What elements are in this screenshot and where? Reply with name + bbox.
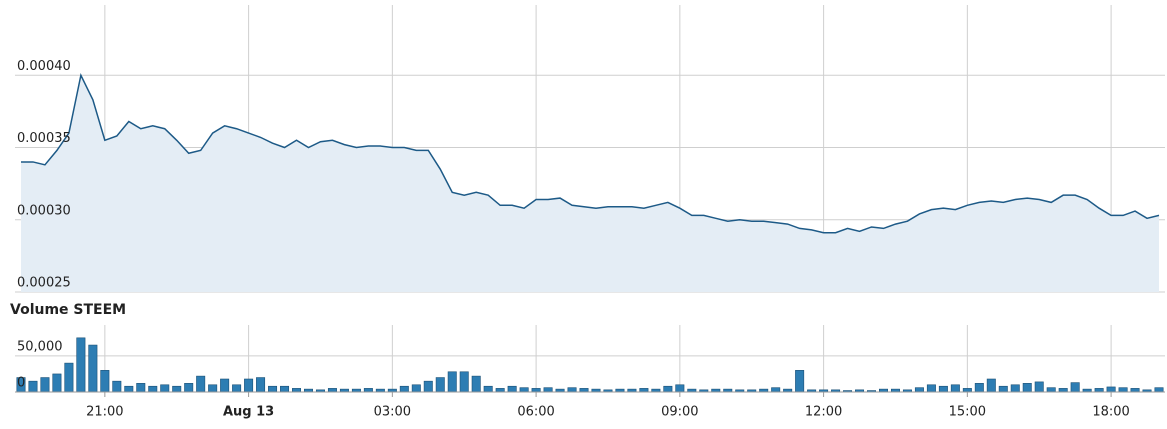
volume-bar	[64, 362, 74, 393]
price-line	[20, 72, 1160, 234]
volume-bar	[495, 388, 505, 393]
volume-bar	[1034, 381, 1044, 393]
volume-bar	[124, 385, 134, 393]
volume-bar	[208, 384, 218, 393]
volume-bar	[196, 375, 206, 393]
volume-bar	[220, 378, 230, 393]
volume-bar	[256, 377, 266, 393]
volume-bar	[1058, 388, 1068, 393]
x-tick-label: 12:00	[805, 405, 842, 420]
x-tick-label: Aug 13	[223, 405, 274, 420]
volume-bar	[1154, 387, 1164, 393]
volume-bar	[675, 384, 685, 393]
x-tick-label: 15:00	[949, 405, 986, 420]
volume-bar	[507, 385, 517, 393]
volume-bar	[459, 371, 469, 393]
x-tick-label: 09:00	[661, 405, 698, 420]
volume-bar	[100, 370, 110, 393]
volume-bar	[148, 385, 158, 393]
volume-bar	[639, 388, 649, 393]
volume-bar	[998, 385, 1008, 393]
volume-bar	[938, 385, 948, 393]
volume-bar	[1118, 387, 1128, 393]
y-tick-label: 0.00035	[17, 131, 71, 146]
volume-bar	[160, 384, 170, 393]
volume-bar	[292, 388, 302, 393]
volume-bar	[244, 378, 254, 393]
volume-bar	[531, 388, 541, 393]
volume-bar	[1094, 388, 1104, 393]
volume-bar	[435, 377, 445, 393]
volume-bar	[411, 384, 421, 393]
volume-bar	[1106, 386, 1116, 393]
volume-bar	[974, 383, 984, 393]
volume-bar	[1022, 383, 1032, 393]
volume-bar	[88, 344, 98, 393]
area-fill	[20, 75, 1160, 292]
volume-bar	[423, 380, 433, 393]
volume-bar	[172, 385, 182, 393]
volume-bar	[363, 388, 373, 393]
volume-bar	[40, 377, 50, 393]
volume-bar	[1130, 388, 1140, 393]
volume-bar	[950, 384, 960, 393]
y-tick-label: 0.00040	[17, 59, 71, 74]
volume-bar	[771, 387, 781, 393]
volume-bar	[52, 373, 62, 393]
volume-bar	[986, 378, 996, 393]
volume-bar	[795, 370, 805, 393]
volume-bar	[926, 384, 936, 393]
volume-bar	[28, 380, 38, 393]
x-tick-label: 06:00	[517, 405, 554, 420]
x-tick-label: 18:00	[1092, 405, 1129, 420]
volume-bar	[112, 380, 122, 393]
volume-bar	[483, 385, 493, 393]
volume-bar	[268, 385, 278, 393]
y-tick-label: 0.00030	[17, 203, 71, 218]
volume-bar	[519, 387, 529, 393]
volume-bar	[579, 388, 589, 393]
volume-bar	[232, 384, 242, 393]
volume-bar	[543, 387, 553, 393]
volume-bar	[184, 383, 194, 393]
x-tick-label: 21:00	[86, 405, 123, 420]
volume-bar	[76, 337, 86, 393]
y-tick-label: 0.00025	[17, 276, 71, 291]
volume-bar	[327, 388, 337, 393]
volume-bar	[280, 385, 290, 393]
volume-bar	[663, 385, 673, 393]
volume-bar	[914, 387, 924, 393]
volume-bar	[471, 375, 481, 393]
volume-bar	[1010, 384, 1020, 393]
volume-title: Volume STEEM	[10, 302, 126, 318]
volume-bar	[962, 388, 972, 393]
volume-bar	[1046, 387, 1056, 393]
volume-bar	[1070, 382, 1080, 393]
volume-bar	[447, 371, 457, 393]
y-tick-label: 50,000	[17, 339, 63, 354]
volume-bar	[399, 385, 409, 393]
volume-bar	[567, 387, 577, 393]
y-tick-label: 0	[17, 376, 25, 391]
x-tick-label: 03:00	[374, 405, 411, 420]
volume-bar	[136, 383, 146, 393]
